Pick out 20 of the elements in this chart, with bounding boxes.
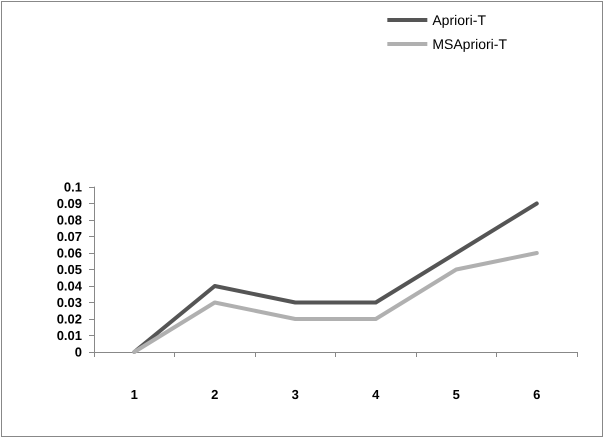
y-tick-label: 0.07: [56, 229, 82, 244]
legend-label: Apriori-T: [432, 12, 486, 28]
y-tick-label: 0.06: [56, 246, 82, 260]
y-tick-label: 0.1: [64, 180, 82, 194]
x-tick-label: 4: [372, 387, 380, 402]
y-tick-label: 0.05: [56, 262, 82, 277]
x-tick-label: 5: [452, 387, 460, 402]
x-tick-label: 6: [533, 387, 540, 402]
y-tick-label: 0.04: [56, 278, 83, 294]
y-tick-label: 0: [74, 344, 82, 360]
line-series: [132, 251, 539, 354]
y-tick-label: 0.01: [56, 328, 82, 343]
x-tick-label: 3: [292, 387, 299, 402]
y-tick-label: 0.02: [56, 312, 82, 326]
y-tick-label: 0.03: [56, 295, 82, 310]
y-tick-label: 0.09: [56, 196, 82, 211]
legend-label: MSApriori-T: [432, 36, 508, 52]
x-tick-label: 1: [130, 387, 138, 402]
y-tick-label: 0.08: [56, 212, 82, 228]
x-tick-label: 2: [211, 387, 218, 402]
